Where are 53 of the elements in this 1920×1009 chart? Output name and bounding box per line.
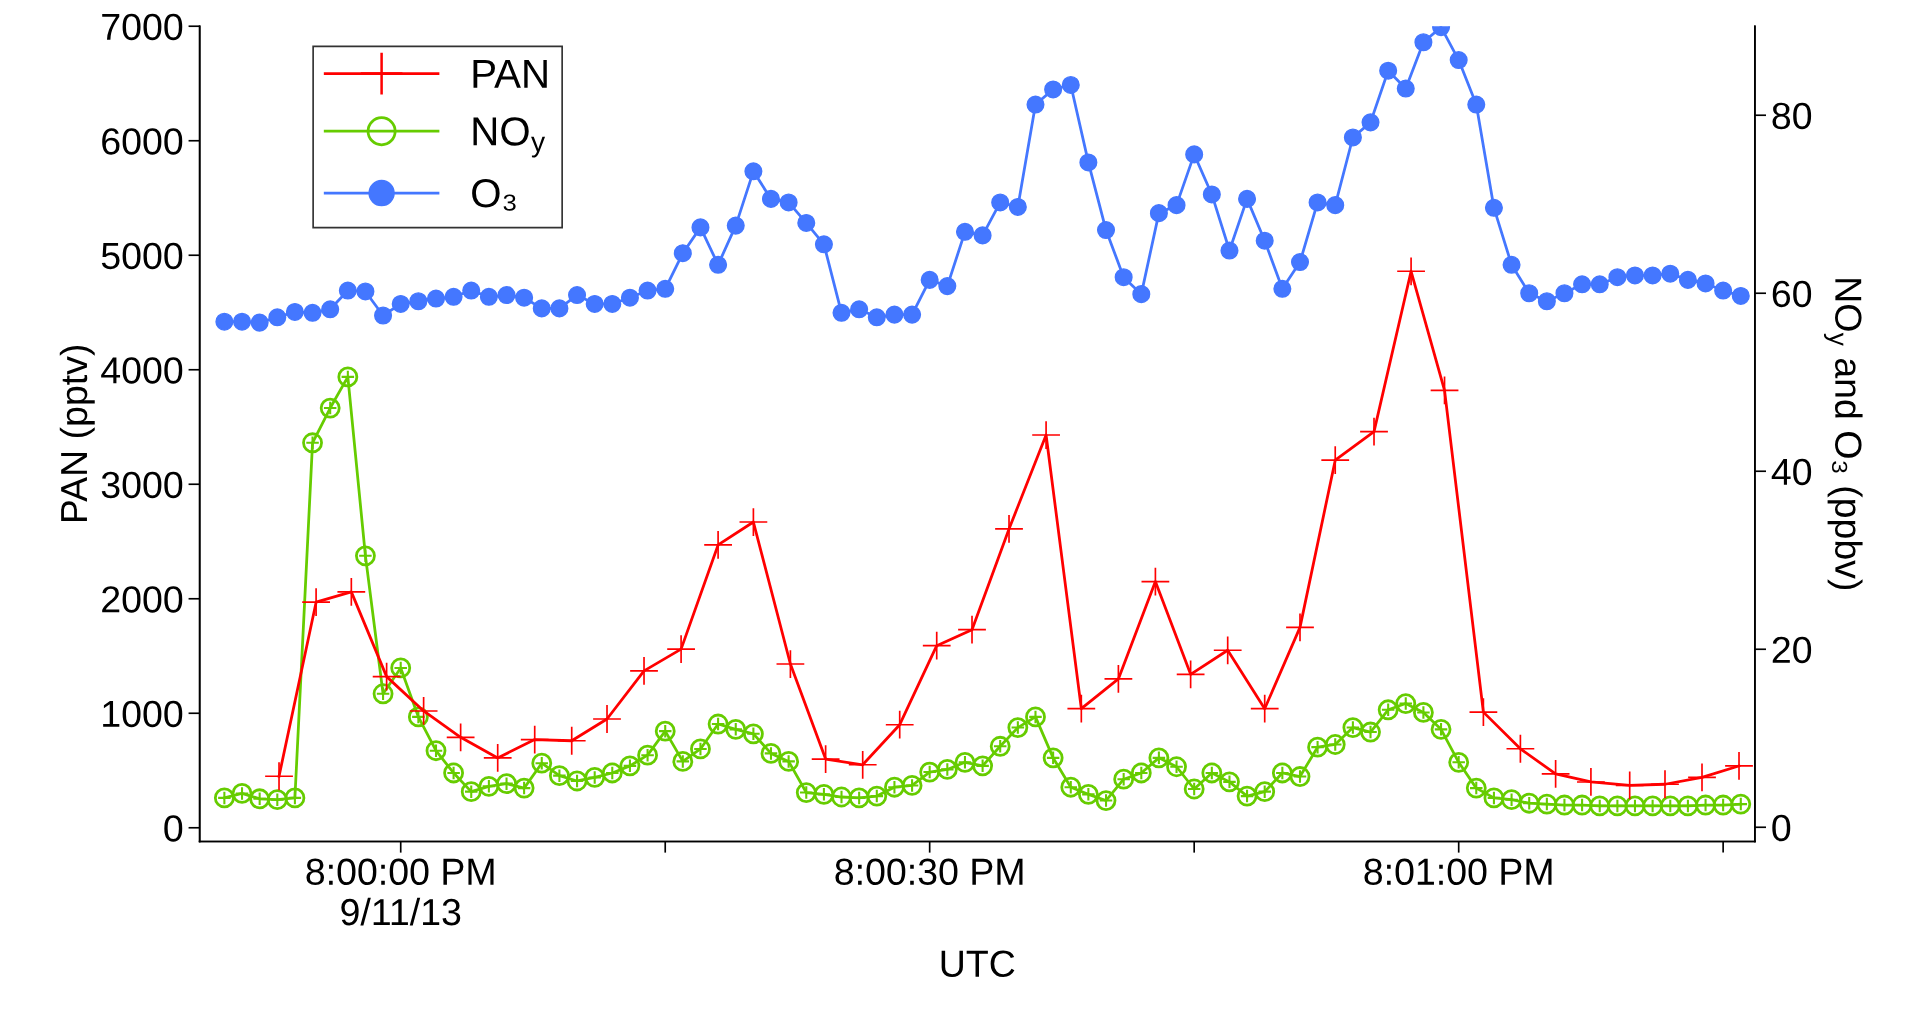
point — [1688, 763, 1716, 792]
y-tick-label: 0 — [164, 815, 183, 842]
y2-tick-label: 0 — [1772, 814, 1791, 842]
y-tick-label: 3000 — [101, 471, 183, 499]
point — [1250, 694, 1279, 723]
point — [1286, 613, 1314, 642]
point — [848, 750, 877, 779]
legend-label: PAN — [473, 59, 547, 88]
point — [302, 588, 330, 617]
point — [446, 723, 475, 752]
x-axis-title: UTC — [941, 950, 1015, 978]
y-tick-label: 4000 — [101, 357, 183, 384]
point — [483, 744, 512, 772]
legend-label: NO$_{y}$ — [473, 117, 546, 158]
point — [1032, 421, 1060, 449]
point — [995, 515, 1023, 543]
y2-axis-title: NO$_{y}$ and O₃ (ppbv) — [1823, 279, 1863, 590]
legend-label: O₃ — [472, 179, 516, 211]
point — [1321, 446, 1350, 475]
point — [704, 531, 732, 559]
y-tick-label: 6000 — [102, 128, 183, 155]
point — [337, 578, 366, 606]
y2-tick-label: 20 — [1772, 636, 1812, 664]
point — [1213, 636, 1242, 665]
x-tick-label: 8:00:30 PM — [835, 858, 1023, 886]
y-tick-label: 1000 — [103, 700, 183, 728]
y2-tick-label: 40 — [1771, 458, 1812, 486]
y2-tick-label: 80 — [1772, 102, 1812, 130]
point — [667, 635, 695, 664]
point — [630, 657, 658, 685]
point — [1176, 660, 1205, 689]
y2-tick-label: 60 — [1772, 280, 1812, 308]
x-tick-label: 8:00:00 PM 9/11/13 — [306, 858, 494, 926]
point — [922, 631, 951, 660]
point — [1577, 768, 1605, 796]
point — [265, 762, 293, 791]
point — [958, 615, 986, 644]
x-tick-label: 8:01:00 PM — [1364, 858, 1552, 886]
y-tick-label: 2000 — [102, 586, 183, 613]
point — [1067, 694, 1096, 723]
point — [1541, 760, 1570, 788]
y-axis-title: PAN (pptv) — [59, 345, 95, 522]
point — [885, 710, 914, 739]
y-tick-label: 5000 — [101, 242, 183, 270]
point — [557, 726, 586, 755]
point — [1725, 752, 1753, 780]
point — [811, 745, 840, 773]
point — [1651, 770, 1679, 799]
point — [1397, 257, 1425, 286]
point — [1469, 698, 1498, 726]
point — [593, 705, 621, 733]
y-tick-label: 7000 — [102, 13, 183, 41]
point — [409, 697, 438, 725]
